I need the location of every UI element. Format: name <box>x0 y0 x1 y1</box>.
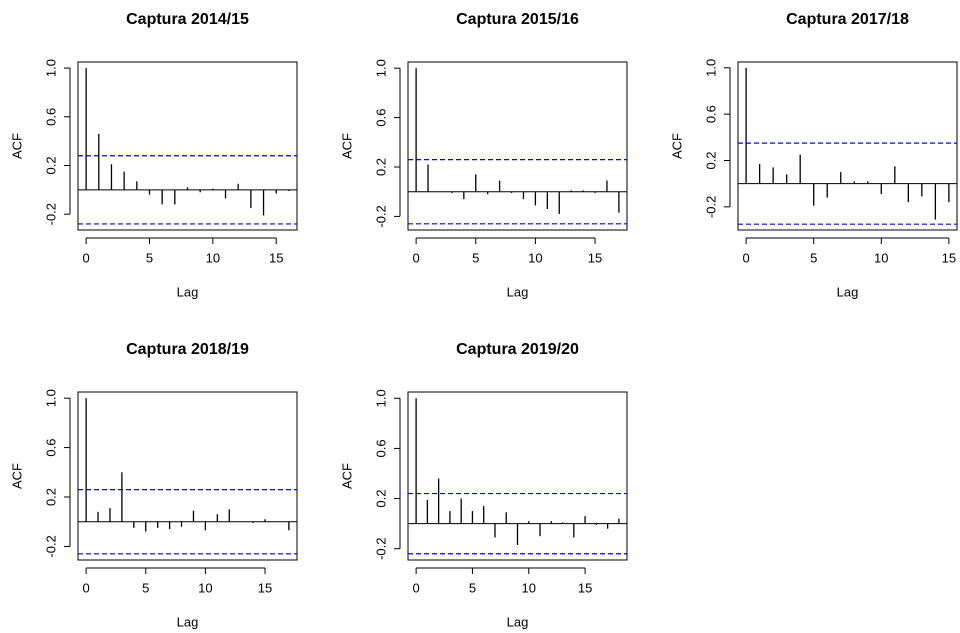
y-tick-label: 0.6 <box>373 109 388 127</box>
x-tick-label: 5 <box>146 250 153 265</box>
x-tick-label: 5 <box>469 580 476 595</box>
x-tick-label: 10 <box>874 250 888 265</box>
panel-title: Captura 2015/16 <box>456 11 579 28</box>
x-tick-label: 0 <box>412 250 419 265</box>
x-tick-label: 0 <box>412 580 419 595</box>
y-tick-label: 1.0 <box>43 389 58 407</box>
y-tick-label: 0.2 <box>373 158 388 176</box>
y-tick-label: 0.2 <box>43 488 58 506</box>
panel-title: Captura 2014/15 <box>126 11 249 28</box>
y-tick-label: 1.0 <box>373 59 388 77</box>
x-tick-label: 15 <box>942 250 956 265</box>
y-axis-label: ACF <box>339 133 354 159</box>
x-tick-label: 15 <box>258 580 272 595</box>
y-tick-label: 0.6 <box>43 439 58 457</box>
plot-box <box>407 391 628 561</box>
plot-box <box>77 391 298 561</box>
x-tick-label: 0 <box>82 250 89 265</box>
y-tick-label: -0.2 <box>703 196 718 218</box>
y-axis-label: ACF <box>669 133 684 159</box>
y-axis-label: ACF <box>9 463 24 489</box>
x-tick-label: 5 <box>810 250 817 265</box>
x-tick-label: 15 <box>578 580 592 595</box>
y-axis-label: ACF <box>339 463 354 489</box>
x-tick-label: 10 <box>206 250 220 265</box>
y-tick-label: 0.2 <box>703 151 718 169</box>
y-tick-label: 1.0 <box>43 59 58 77</box>
plot-box <box>407 61 628 231</box>
x-tick-label: 5 <box>142 580 149 595</box>
y-tick-label: -0.2 <box>373 538 388 560</box>
y-tick-label: 0.6 <box>703 105 718 123</box>
y-tick-label: 1.0 <box>373 389 388 407</box>
y-tick-label: -0.2 <box>43 535 58 557</box>
x-tick-label: 5 <box>472 250 479 265</box>
y-tick-label: 0.2 <box>43 156 58 174</box>
x-tick-label: 0 <box>82 580 89 595</box>
plot-box <box>737 61 958 231</box>
x-axis-label: Lag <box>507 284 529 299</box>
plot-box <box>77 61 298 231</box>
x-tick-label: 10 <box>528 250 542 265</box>
x-tick-label: 10 <box>522 580 536 595</box>
y-tick-label: 0.2 <box>373 490 388 508</box>
x-axis-label: Lag <box>177 284 199 299</box>
panel-title: Captura 2017/18 <box>786 11 909 28</box>
x-axis-label: Lag <box>177 614 199 629</box>
y-tick-label: -0.2 <box>43 203 58 225</box>
x-tick-label: 0 <box>742 250 749 265</box>
y-tick-label: 0.6 <box>373 439 388 457</box>
x-tick-label: 15 <box>269 250 283 265</box>
y-tick-label: -0.2 <box>373 205 388 227</box>
x-axis-label: Lag <box>507 614 529 629</box>
panel-title: Captura 2019/20 <box>456 341 579 358</box>
y-axis-label: ACF <box>9 133 24 159</box>
y-tick-label: 1.0 <box>703 59 718 77</box>
x-tick-label: 15 <box>588 250 602 265</box>
x-tick-label: 10 <box>198 580 212 595</box>
panel-title: Captura 2018/19 <box>126 341 249 358</box>
y-tick-label: 0.6 <box>43 108 58 126</box>
x-axis-label: Lag <box>837 284 859 299</box>
